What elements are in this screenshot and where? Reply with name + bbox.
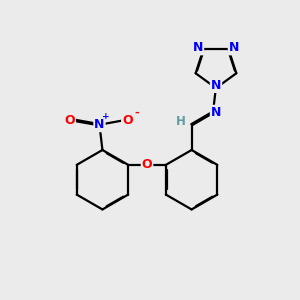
Text: N: N — [94, 118, 105, 131]
Text: O: O — [142, 158, 152, 171]
Text: N: N — [193, 41, 203, 54]
Text: N: N — [211, 79, 221, 92]
Text: -: - — [134, 108, 139, 118]
Text: N: N — [229, 41, 239, 54]
Text: O: O — [122, 114, 133, 127]
Text: +: + — [102, 112, 110, 121]
Text: H: H — [176, 115, 185, 128]
Text: N: N — [211, 106, 221, 119]
Text: O: O — [64, 114, 75, 127]
